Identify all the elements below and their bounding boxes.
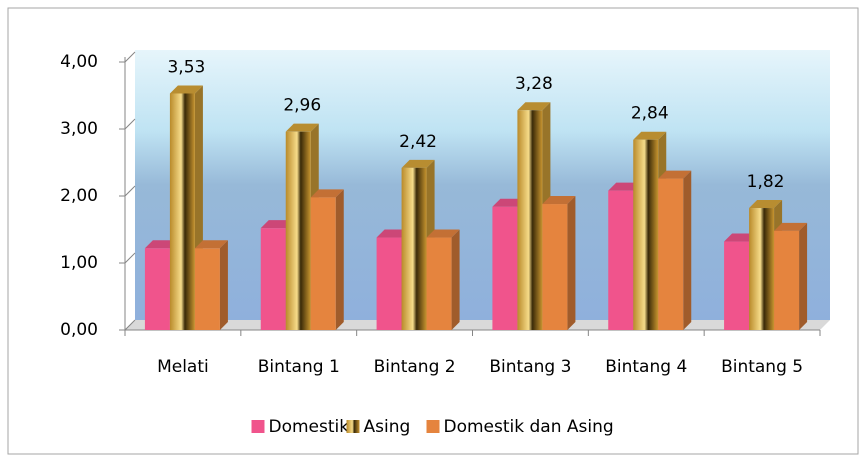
- value-label: 3,28: [515, 74, 553, 94]
- bar: [195, 248, 220, 330]
- bar: [402, 168, 427, 330]
- bar-side: [567, 196, 575, 330]
- bar: [145, 248, 170, 330]
- x-tick-label: Melati: [157, 357, 209, 377]
- legend-label: Domestik dan Asing: [444, 417, 614, 437]
- bar: [658, 179, 683, 330]
- x-tick-label: Bintang 3: [489, 357, 571, 377]
- value-label: 2,84: [631, 104, 669, 124]
- value-label: 2,96: [283, 96, 321, 116]
- value-label: 3,53: [167, 57, 205, 77]
- bar: [377, 238, 402, 330]
- bar: [608, 191, 633, 330]
- bar: [633, 140, 658, 330]
- y-tick-label: 0,00: [60, 320, 98, 340]
- x-tick-label: Bintang 4: [605, 357, 687, 377]
- bar: [311, 197, 336, 330]
- bar-side: [683, 171, 691, 330]
- value-label: 2,42: [399, 132, 437, 152]
- bar: [542, 204, 567, 330]
- bar: [774, 231, 799, 330]
- y-tick-label: 4,00: [60, 52, 98, 72]
- x-tick-label: Bintang 5: [721, 357, 803, 377]
- bar: [724, 242, 749, 330]
- y-tick-label: 2,00: [60, 186, 98, 206]
- y-tick-label: 1,00: [60, 253, 98, 273]
- bar: [517, 110, 542, 330]
- value-label: 1,82: [747, 172, 785, 192]
- bar: [749, 208, 774, 330]
- legend-label: Domestik: [269, 417, 350, 437]
- legend-label: Asing: [364, 417, 411, 437]
- bar: [286, 132, 311, 330]
- y-tick-label: 3,00: [60, 119, 98, 139]
- chart: 0,00 1,00 2,00 3,00 4,00 Melati 3,53 Bintang 1 2…: [0, 0, 867, 463]
- bar-side: [799, 223, 807, 330]
- legend-swatch: [347, 420, 360, 433]
- x-tick-label: Bintang 2: [374, 357, 456, 377]
- bar-side: [452, 230, 460, 330]
- legend-swatch: [427, 420, 440, 433]
- bar: [170, 93, 195, 330]
- bar-side: [220, 240, 228, 330]
- legend-swatch: [252, 420, 265, 433]
- bar: [261, 228, 286, 330]
- bar: [427, 238, 452, 330]
- bar-side: [336, 189, 344, 330]
- x-tick-label: Bintang 1: [258, 357, 340, 377]
- bar: [492, 207, 517, 330]
